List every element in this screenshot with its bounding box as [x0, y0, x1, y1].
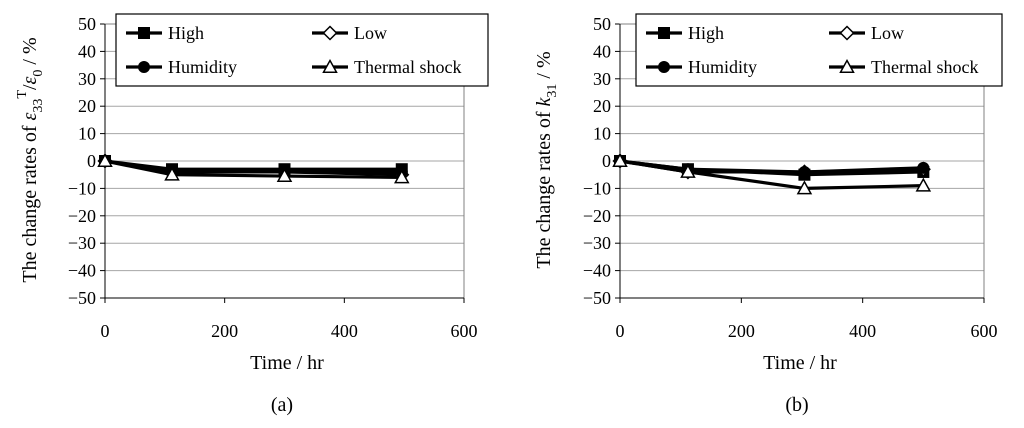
legend-label-low: Low — [871, 23, 904, 43]
x-tick-label: 0 — [101, 321, 110, 341]
legend-marker-thermal-shock — [322, 58, 338, 73]
legend-label-low: Low — [354, 23, 387, 43]
legend-label-humidity: Humidity — [168, 57, 237, 77]
y-tick-label: 20 — [593, 96, 611, 116]
y-tick-label: 10 — [593, 124, 611, 144]
y-tick-label: −20 — [583, 206, 611, 226]
y-tick-label: 40 — [78, 41, 96, 61]
legend — [115, 13, 489, 87]
y-tick-label: 50 — [593, 14, 611, 34]
data-point-humidity — [798, 165, 811, 178]
legend-label-thermal-shock: Thermal shock — [871, 57, 978, 77]
y-label-subscript: 31 — [545, 84, 560, 98]
x-tick-label: 200 — [728, 321, 755, 341]
y-label-unit: / % — [19, 37, 41, 69]
x-tick-label: 0 — [616, 321, 625, 341]
data-point-thermal-shock — [393, 169, 410, 184]
y-tick-label: −10 — [583, 178, 611, 198]
data-point-thermal-shock — [164, 166, 180, 181]
legend-label-thermal-shock: Thermal shock — [354, 57, 461, 77]
legend-marker-thermal-shock — [839, 58, 855, 73]
data-point-thermal-shock — [97, 152, 113, 167]
y-tick-label: 10 — [78, 124, 96, 144]
y-tick-label: 50 — [78, 14, 96, 34]
y-tick-label: −40 — [583, 261, 611, 281]
y-tick-label: 30 — [78, 69, 96, 89]
data-point-thermal-shock — [680, 163, 696, 178]
panel-caption: (b) — [785, 394, 808, 416]
legend-marker-humidity — [138, 61, 150, 73]
legend-label-high: High — [688, 23, 724, 43]
data-point-humidity — [917, 161, 930, 174]
legend-label-humidity: Humidity — [688, 57, 757, 77]
series-line-thermal-shock — [104, 159, 402, 180]
panel-caption: (a) — [271, 394, 293, 416]
legend-marker-high — [138, 27, 150, 39]
legend-marker-low — [839, 25, 855, 41]
x-axis-label: Time / hr — [763, 352, 837, 374]
y-tick-label: 30 — [593, 69, 611, 89]
y-label-unit: / % — [533, 51, 555, 78]
x-tick-label: 200 — [211, 321, 238, 341]
x-tick-label: 400 — [331, 321, 358, 341]
data-point-thermal-shock — [915, 177, 932, 192]
y-tick-label: −30 — [583, 233, 611, 253]
y-axis-label: The change rates of k31 / % — [533, 51, 560, 268]
y-label-symbol: k — [533, 96, 555, 106]
legend — [635, 13, 1003, 87]
x-tick-label: 400 — [849, 321, 876, 341]
legend-label-high: High — [168, 23, 204, 43]
y-tick-label: −50 — [583, 288, 611, 308]
x-tick-label: 600 — [971, 321, 998, 341]
legend-marker-high — [658, 27, 670, 39]
y-label-subscript: 33 — [31, 99, 46, 113]
y-tick-label: 40 — [593, 41, 611, 61]
series-line-humidity — [619, 159, 924, 174]
y-tick-label: 0 — [87, 151, 96, 171]
y-axis-label: The change rates of ε33T/ε0 / % — [15, 37, 46, 282]
y-tick-label: 0 — [602, 151, 611, 171]
x-axis-label: Time / hr — [250, 352, 324, 374]
data-point-thermal-shock — [796, 180, 813, 195]
y-label-slash: / — [19, 84, 41, 90]
y-tick-label: −50 — [68, 288, 96, 308]
y-tick-label: −10 — [68, 178, 96, 198]
legend-marker-low — [322, 25, 338, 41]
data-point-thermal-shock — [276, 168, 293, 183]
y-label-symbol-2: ε — [19, 76, 41, 84]
y-label-text: The change rates of — [533, 106, 555, 268]
y-tick-label: 20 — [78, 96, 96, 116]
y-label-text: The change rates of — [19, 120, 41, 282]
y-label-subscript-2: 0 — [31, 70, 46, 77]
y-label-superscript: T — [15, 90, 30, 99]
series-line-thermal-shock — [619, 159, 924, 190]
y-tick-label: −20 — [68, 206, 96, 226]
legend-marker-humidity — [658, 61, 670, 73]
x-tick-label: 600 — [451, 321, 478, 341]
data-point-thermal-shock — [612, 152, 628, 167]
y-label-symbol: ε — [19, 112, 41, 120]
y-tick-label: −40 — [68, 261, 96, 281]
y-tick-label: −30 — [68, 233, 96, 253]
